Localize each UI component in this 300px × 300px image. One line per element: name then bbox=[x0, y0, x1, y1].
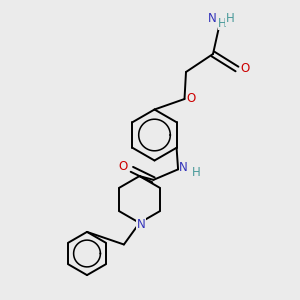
Text: O: O bbox=[241, 62, 250, 76]
Text: H: H bbox=[218, 17, 227, 30]
Text: N: N bbox=[208, 12, 217, 25]
Text: N: N bbox=[179, 161, 188, 174]
Text: O: O bbox=[119, 160, 128, 173]
Text: N: N bbox=[136, 218, 146, 231]
Text: H: H bbox=[226, 12, 235, 25]
Text: O: O bbox=[187, 92, 196, 106]
Text: H: H bbox=[192, 167, 201, 179]
